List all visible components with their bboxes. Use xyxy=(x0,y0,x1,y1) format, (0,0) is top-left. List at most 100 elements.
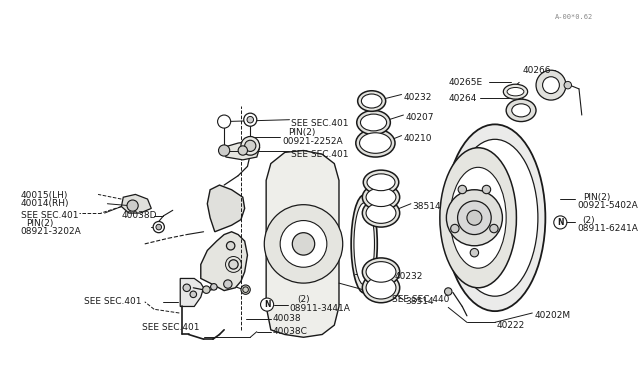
Ellipse shape xyxy=(360,114,387,131)
Circle shape xyxy=(228,260,238,269)
Circle shape xyxy=(218,145,230,156)
Ellipse shape xyxy=(452,139,538,296)
Circle shape xyxy=(292,233,315,255)
Ellipse shape xyxy=(450,167,506,268)
Text: SEE SEC.401: SEE SEC.401 xyxy=(291,119,349,128)
Text: 08921-3202A: 08921-3202A xyxy=(20,227,81,236)
Circle shape xyxy=(483,185,491,194)
Text: PIN(2): PIN(2) xyxy=(287,128,315,137)
Text: (2): (2) xyxy=(583,216,595,225)
Text: 40038C: 40038C xyxy=(273,327,308,336)
Circle shape xyxy=(190,291,196,298)
Text: PIN(2): PIN(2) xyxy=(583,193,610,202)
Circle shape xyxy=(241,285,250,294)
Circle shape xyxy=(156,224,161,230)
Circle shape xyxy=(451,224,459,233)
Ellipse shape xyxy=(506,99,536,122)
Ellipse shape xyxy=(366,262,396,282)
Ellipse shape xyxy=(354,203,374,285)
Text: 40038: 40038 xyxy=(273,314,301,323)
Text: 40232: 40232 xyxy=(394,272,422,281)
Circle shape xyxy=(247,116,253,123)
Text: 40202M: 40202M xyxy=(534,311,570,320)
Ellipse shape xyxy=(366,188,396,206)
Circle shape xyxy=(543,77,559,93)
Ellipse shape xyxy=(367,174,395,191)
Ellipse shape xyxy=(356,129,395,157)
Ellipse shape xyxy=(362,258,400,286)
Ellipse shape xyxy=(351,195,377,293)
Circle shape xyxy=(470,248,479,257)
Text: PIN(2): PIN(2) xyxy=(26,219,54,228)
Circle shape xyxy=(244,113,257,126)
Text: N: N xyxy=(557,218,564,227)
Circle shape xyxy=(536,70,566,100)
Text: SEE SEC.401: SEE SEC.401 xyxy=(20,211,78,220)
Circle shape xyxy=(183,284,191,292)
Circle shape xyxy=(564,81,572,89)
Text: 40015(LH): 40015(LH) xyxy=(20,191,68,200)
Ellipse shape xyxy=(364,170,399,195)
Text: SEE SEC.401: SEE SEC.401 xyxy=(291,150,349,159)
Text: N: N xyxy=(264,300,270,309)
Polygon shape xyxy=(222,141,260,160)
Ellipse shape xyxy=(440,148,516,288)
Circle shape xyxy=(244,140,256,151)
Circle shape xyxy=(223,280,232,288)
Ellipse shape xyxy=(366,203,396,223)
Ellipse shape xyxy=(507,87,524,96)
Text: SEE SEC.440: SEE SEC.440 xyxy=(392,295,449,304)
Circle shape xyxy=(446,190,502,246)
Ellipse shape xyxy=(362,184,400,210)
Circle shape xyxy=(264,205,343,283)
Text: 40038D: 40038D xyxy=(122,211,157,220)
Circle shape xyxy=(260,298,274,311)
Circle shape xyxy=(241,137,260,155)
Text: 08911-3441A: 08911-3441A xyxy=(289,304,350,313)
Text: 40232: 40232 xyxy=(403,93,432,102)
Circle shape xyxy=(458,185,467,194)
Ellipse shape xyxy=(362,273,400,303)
Circle shape xyxy=(467,210,482,225)
Text: 00921-2252A: 00921-2252A xyxy=(282,137,342,146)
Circle shape xyxy=(227,241,235,250)
Text: 00921-5402A: 00921-5402A xyxy=(577,201,638,210)
Polygon shape xyxy=(207,185,244,232)
Polygon shape xyxy=(122,195,151,213)
Circle shape xyxy=(280,221,327,267)
Circle shape xyxy=(554,216,567,229)
Ellipse shape xyxy=(358,91,386,111)
Ellipse shape xyxy=(503,84,527,99)
Text: SEE SEC.401: SEE SEC.401 xyxy=(142,323,200,333)
Text: A-00*0.62: A-00*0.62 xyxy=(555,14,593,20)
Text: 40014(RH): 40014(RH) xyxy=(20,199,69,208)
Text: 38514: 38514 xyxy=(405,297,434,306)
Ellipse shape xyxy=(445,124,545,311)
Circle shape xyxy=(238,146,248,155)
Circle shape xyxy=(218,115,230,128)
Ellipse shape xyxy=(360,133,391,153)
Ellipse shape xyxy=(362,94,382,108)
Text: 08911-6241A: 08911-6241A xyxy=(577,224,638,234)
Polygon shape xyxy=(180,279,204,307)
Polygon shape xyxy=(266,151,339,337)
Circle shape xyxy=(490,224,498,233)
Text: 40265E: 40265E xyxy=(448,78,483,87)
Text: SEE SEC.401: SEE SEC.401 xyxy=(84,297,141,306)
Text: 40264: 40264 xyxy=(448,94,477,103)
Circle shape xyxy=(211,283,217,290)
Polygon shape xyxy=(201,232,248,291)
Ellipse shape xyxy=(366,277,396,299)
Text: 40222: 40222 xyxy=(497,321,525,330)
Text: 40210: 40210 xyxy=(403,134,432,143)
Text: 40207: 40207 xyxy=(405,113,434,122)
Circle shape xyxy=(203,286,210,294)
Text: 38514: 38514 xyxy=(413,202,442,211)
Text: (2): (2) xyxy=(297,295,310,304)
Ellipse shape xyxy=(356,110,390,135)
Ellipse shape xyxy=(362,199,400,227)
Ellipse shape xyxy=(512,104,531,117)
Circle shape xyxy=(153,221,164,233)
Circle shape xyxy=(127,200,138,211)
Text: 40266: 40266 xyxy=(523,66,552,75)
